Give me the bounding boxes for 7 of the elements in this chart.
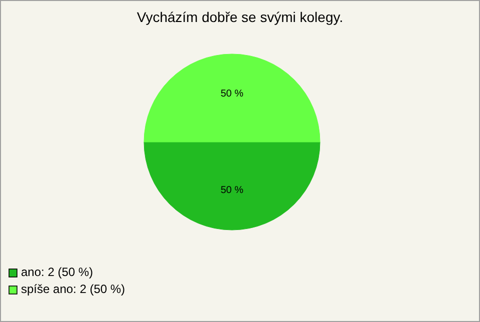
pie-slice xyxy=(144,142,320,230)
legend-label: spíše ano: 2 (50 %) xyxy=(21,282,126,296)
chart-title: Vycházím dobře se svými kolegy. xyxy=(136,9,344,25)
pie-slice xyxy=(144,54,320,142)
data-label: 50 % xyxy=(220,185,244,196)
data-label: 50 % xyxy=(220,88,244,100)
legend-label: ano: 2 (50 %) xyxy=(21,265,94,280)
